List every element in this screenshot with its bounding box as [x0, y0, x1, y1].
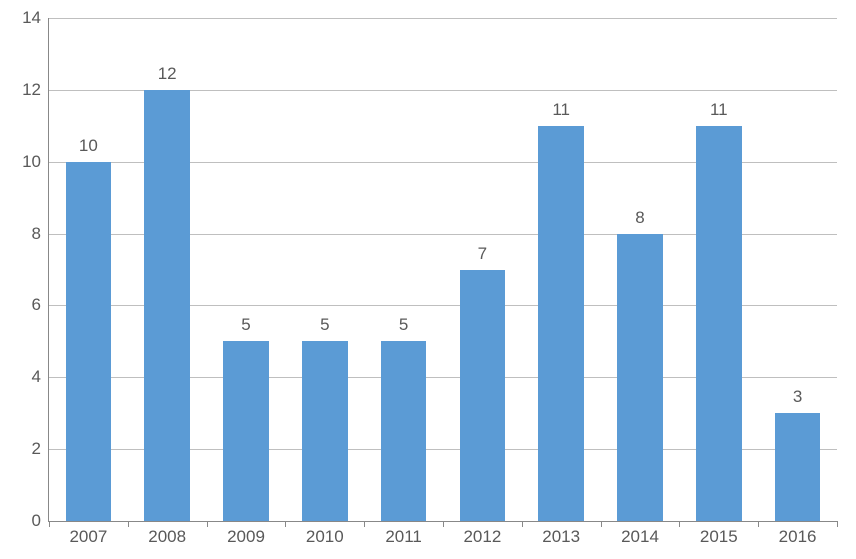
bar	[144, 90, 190, 521]
x-axis-tick-label: 2013	[542, 521, 580, 547]
bar	[460, 270, 506, 522]
bar-value-label: 5	[241, 315, 250, 335]
y-axis-tick-label: 12	[22, 80, 49, 100]
x-axis-tick-mark	[601, 521, 602, 527]
bar-value-label: 5	[320, 315, 329, 335]
bar	[538, 126, 584, 521]
x-axis-tick-mark	[49, 521, 50, 527]
bar-value-label: 11	[710, 100, 728, 120]
y-axis-tick-label: 14	[22, 8, 49, 28]
x-axis-tick-mark	[679, 521, 680, 527]
bar-value-label: 11	[552, 100, 570, 120]
bar-value-label: 7	[478, 244, 487, 264]
x-axis-tick-mark	[285, 521, 286, 527]
bar	[223, 341, 269, 521]
x-axis-tick-label: 2009	[227, 521, 265, 547]
x-axis-tick-label: 2007	[69, 521, 107, 547]
bar	[775, 413, 821, 521]
y-axis-tick-label: 0	[32, 511, 49, 531]
bar	[66, 162, 112, 521]
bar-value-label: 12	[158, 64, 177, 84]
bar-value-label: 3	[793, 387, 802, 407]
x-axis-tick-label: 2015	[700, 521, 738, 547]
bar	[302, 341, 348, 521]
plot-area: 0246810121410200712200852009520105201172…	[48, 18, 837, 522]
bar-chart: 0 2 4 6 8 10 12 14 10 2007 12 2008 5 2009 5 2010 5 2011 7 2…	[0, 0, 856, 559]
bar	[381, 341, 427, 521]
bar-value-label: 8	[635, 208, 644, 228]
gridline	[49, 18, 837, 19]
x-axis-tick-label: 2010	[306, 521, 344, 547]
x-axis-tick-mark	[837, 521, 838, 527]
bar-value-label: 5	[399, 315, 408, 335]
y-axis-tick-label: 10	[22, 152, 49, 172]
x-axis-tick-mark	[522, 521, 523, 527]
x-axis-tick-label: 2016	[779, 521, 817, 547]
x-axis-tick-mark	[364, 521, 365, 527]
y-axis-tick-label: 6	[32, 295, 49, 315]
x-axis-tick-mark	[128, 521, 129, 527]
x-axis-tick-label: 2011	[385, 521, 422, 547]
bar-value-label: 10	[79, 136, 98, 156]
bar	[617, 234, 663, 521]
x-axis-tick-mark	[207, 521, 208, 527]
x-axis-tick-mark	[758, 521, 759, 527]
y-axis-tick-label: 4	[32, 367, 49, 387]
x-axis-tick-label: 2008	[148, 521, 186, 547]
y-axis-tick-label: 8	[32, 224, 49, 244]
x-axis-tick-mark	[443, 521, 444, 527]
x-axis-tick-label: 2012	[463, 521, 501, 547]
y-axis-tick-label: 2	[32, 439, 49, 459]
bar	[696, 126, 742, 521]
x-axis-tick-label: 2014	[621, 521, 659, 547]
